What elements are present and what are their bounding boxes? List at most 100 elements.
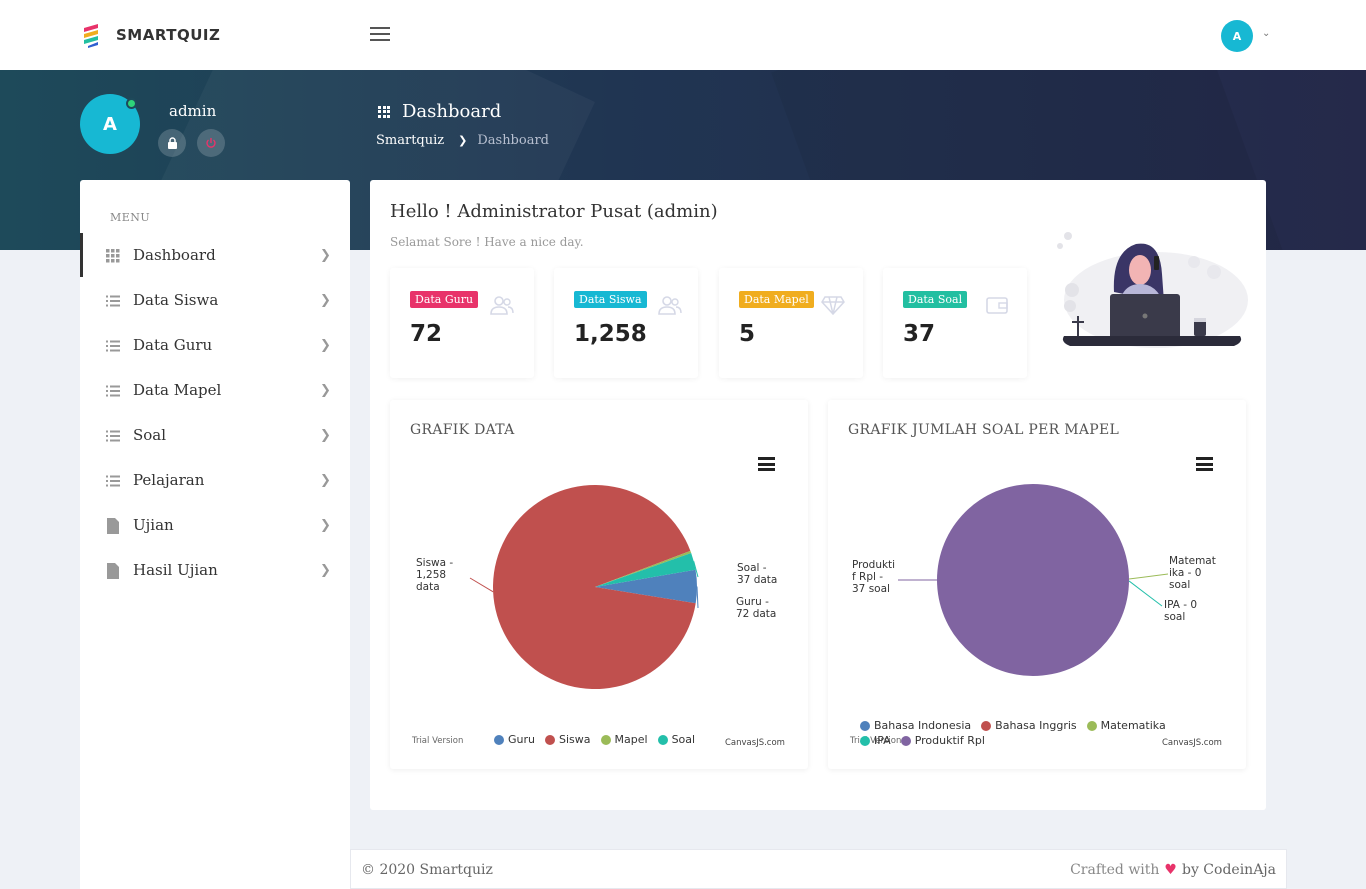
chevron-right-icon: ❯ (320, 247, 331, 263)
sidebar-item-label: Pelajaran (133, 471, 205, 489)
logout-button[interactable] (197, 129, 225, 157)
sidebar-item-label: Dashboard (133, 246, 216, 264)
chart-title: GRAFIK DATA (410, 422, 515, 438)
stat-badge: Data Mapel (739, 291, 814, 308)
legend-dot (1086, 720, 1097, 731)
sidebar-item-data-mapel[interactable]: Data Mapel ❯ (80, 368, 350, 412)
top-bar: SMARTQUIZ A ⌄ (0, 0, 1366, 70)
list-icon (106, 428, 120, 442)
legend-item-bahasa-indonesia[interactable]: Bahasa Indonesia (860, 718, 971, 733)
legend-dot (545, 734, 555, 745)
legend-item-siswa[interactable]: Siswa (545, 732, 591, 747)
sidebar-item-ujian[interactable]: Ujian ❯ (80, 503, 350, 547)
sidebar-item-data-siswa[interactable]: Data Siswa ❯ (80, 278, 350, 322)
pie-slice-siswa[interactable] (493, 485, 696, 689)
logo-icon (84, 24, 98, 48)
legend-item-produktif-rpl[interactable]: Produktif Rpl (900, 733, 985, 748)
pie-label-produktif-rpl: Produkti f Rpl -37 soal (852, 559, 895, 595)
legend-dot (981, 720, 992, 731)
list-icon (106, 338, 120, 352)
list-icon (106, 473, 120, 487)
page-title: Dashboard (378, 101, 501, 122)
legend-item-matematika[interactable]: Matematika (1086, 718, 1166, 733)
grid-icon (378, 105, 390, 118)
crafted-text: Crafted with (1070, 862, 1160, 878)
hello-heading: Hello ! Administrator Pusat (admin) (390, 201, 718, 222)
menu-title: MENU (110, 211, 151, 224)
chart-menu-button[interactable] (1196, 457, 1213, 471)
stat-card-data-guru: Data Guru 72 (390, 268, 534, 378)
legend-dot (860, 735, 870, 746)
user-avatar[interactable]: A (1221, 20, 1253, 52)
page-title-text: Dashboard (402, 101, 502, 122)
breadcrumb-root[interactable]: Smartquiz (376, 133, 445, 148)
pie-label-connector (469, 577, 494, 593)
sidebar-item-label: Data Mapel (133, 381, 222, 399)
power-icon (206, 138, 216, 148)
stat-card-data-soal: Data Soal 37 (883, 268, 1027, 378)
chevron-right-icon: ❯ (320, 427, 331, 443)
legend-item-mapel[interactable]: Mapel (600, 732, 648, 747)
legend-label: Produktif Rpl (914, 734, 985, 747)
legend-label: Guru (508, 733, 535, 746)
file-icon (106, 563, 120, 579)
grid-icon (106, 248, 120, 263)
pie-label-matematika: Matemat ika - 0 soal (1169, 555, 1216, 591)
legend-dot (657, 734, 668, 745)
legend-label: Bahasa Indonesia (874, 719, 972, 732)
sidebar-item-soal[interactable]: Soal ❯ (80, 413, 350, 457)
sidebar-item-data-guru[interactable]: Data Guru ❯ (80, 323, 350, 367)
logo-text: SMARTQUIZ (116, 26, 221, 44)
author-link[interactable]: by CodeinAja (1181, 862, 1276, 878)
pie-slice-produktif-rpl[interactable] (937, 484, 1129, 676)
legend-dot (860, 720, 870, 731)
footer-copyright: © 2020 Smartquiz (361, 862, 493, 878)
sidebar: MENU Dashboard ❯ Data Siswa ❯ Data Guru ❯ Data… (80, 180, 350, 889)
breadcrumb: Smartquiz ❯ Dashboard (376, 133, 549, 148)
menu-toggle-button[interactable] (370, 27, 390, 43)
legend-dot (600, 734, 611, 745)
chevron-right-icon: ❯ (320, 382, 331, 398)
sidebar-item-label: Ujian (133, 516, 174, 534)
wallet-icon (985, 294, 1009, 316)
canvasjs-credit[interactable]: CanvasJS.com (1162, 738, 1222, 748)
canvasjs-credit[interactable]: CanvasJS.com (725, 738, 785, 748)
chevron-right-icon: ❯ (320, 472, 331, 488)
chart-legend: Bahasa Indonesia Bahasa Inggris Matematika… (860, 718, 1190, 748)
lock-button[interactable] (158, 129, 186, 157)
legend-item-soal[interactable]: Soal (657, 732, 696, 747)
pie-label-siswa: Siswa -1,258 data (416, 557, 453, 593)
greeting-text: Selamat Sore ! Have a nice day. (390, 235, 584, 249)
legend-label: Bahasa Inggris (995, 719, 1077, 732)
legend-item-ipa[interactable]: IPA (860, 733, 891, 748)
sidebar-item-pelajaran[interactable]: Pelajaran ❯ (80, 458, 350, 502)
users-icon (490, 294, 514, 316)
list-icon (106, 383, 120, 397)
pie-slice-mapel[interactable] (595, 550, 692, 587)
sidebar-item-label: Hasil Ujian (133, 561, 218, 579)
online-status-dot (126, 98, 137, 109)
chevron-down-icon[interactable]: ⌄ (1262, 28, 1271, 39)
pie-slice-soal[interactable] (595, 553, 696, 587)
sidebar-item-label: Data Guru (133, 336, 213, 354)
legend-label: Matematika (1100, 719, 1166, 732)
pie-label-connector (1128, 573, 1169, 580)
legend-label: Soal (671, 733, 696, 746)
legend-item-guru[interactable]: Guru (494, 732, 535, 747)
app-logo[interactable]: SMARTQUIZ (80, 22, 220, 48)
legend-label: Siswa (559, 733, 591, 746)
stat-badge: Data Guru (410, 291, 479, 308)
pie-chart: Matemat ika - 0 soal IPA - 0 soal Produkti f R… (852, 484, 1216, 676)
diamond-icon (821, 294, 845, 316)
chart-menu-button[interactable] (758, 457, 775, 471)
chevron-right-icon: ❯ (458, 134, 468, 147)
sidebar-item-dashboard[interactable]: Dashboard ❯ (80, 233, 350, 277)
sidebar-item-hasil-ujian[interactable]: Hasil Ujian ❯ (80, 548, 350, 592)
legend-item-bahasa-inggris[interactable]: Bahasa Inggris (981, 718, 1077, 733)
profile-name: admin (169, 102, 217, 120)
heart-icon: ♥ (1164, 862, 1177, 878)
main-card: Hello ! Administrator Pusat (admin) Sela… (370, 180, 1266, 810)
stat-card-data-siswa: Data Siswa 1,258 (554, 268, 698, 378)
pie-chart: Guru -72 data Siswa -1,258 data Soal -37 da… (416, 485, 777, 689)
pie-slice-guru[interactable] (595, 569, 697, 604)
